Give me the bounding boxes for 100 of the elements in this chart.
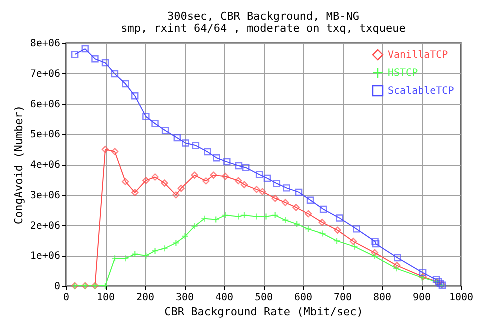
legend-label: ScalableTCP — [388, 86, 454, 97]
point — [264, 174, 272, 182]
point — [393, 265, 400, 272]
point — [371, 249, 378, 256]
point — [102, 59, 110, 67]
point — [172, 240, 180, 247]
point — [350, 238, 358, 246]
point — [235, 213, 242, 220]
point — [351, 243, 358, 250]
point — [132, 250, 139, 258]
chart-title: 300sec, CBR Background, MB-NG — [167, 10, 360, 23]
x-tick-label: 500 — [254, 292, 274, 304]
point — [292, 204, 300, 212]
point — [304, 226, 312, 233]
point — [318, 218, 326, 226]
point — [222, 212, 230, 220]
point — [132, 189, 139, 196]
point — [319, 230, 326, 238]
point — [102, 282, 110, 290]
x-tick-label: 100 — [96, 292, 116, 304]
x-tick-label: 1000 — [449, 292, 474, 304]
y-tick-label: 2e+06 — [30, 220, 60, 232]
x-tick-label: 800 — [373, 292, 392, 304]
point — [240, 212, 248, 220]
point — [142, 177, 150, 184]
point — [161, 180, 168, 187]
x-tick-label: 700 — [334, 292, 352, 304]
x-tick-label: 0 — [63, 292, 70, 304]
point — [122, 255, 130, 262]
point — [393, 262, 401, 270]
y-tick-label: 0 — [54, 282, 60, 292]
point — [178, 184, 185, 192]
x-axis-title: CBR Background Rate (Mbit/sec) — [164, 306, 364, 318]
point — [204, 148, 212, 156]
point — [293, 220, 301, 228]
point — [282, 216, 290, 224]
y-tick-label: 7e+06 — [30, 68, 60, 80]
x-tick-label: 600 — [294, 292, 313, 304]
point — [262, 213, 270, 220]
point — [161, 245, 168, 252]
point — [333, 237, 341, 245]
point — [320, 206, 328, 214]
point — [371, 252, 378, 260]
point — [235, 177, 242, 184]
point — [272, 194, 279, 202]
point — [142, 252, 150, 260]
point — [172, 192, 180, 199]
chart-subtitle: smp, rxint 64/64 , moderate on txq, txqueue — [121, 22, 406, 35]
point — [213, 154, 220, 162]
point — [235, 162, 243, 170]
point — [259, 188, 266, 196]
point — [394, 254, 402, 262]
point — [191, 222, 198, 230]
point — [283, 184, 290, 192]
point — [336, 214, 344, 222]
point — [273, 180, 281, 188]
point — [202, 178, 210, 185]
legend-label: HSTCP — [388, 68, 418, 79]
point — [122, 178, 130, 186]
y-axis-title: CongAvoid (Number) — [12, 105, 26, 225]
x-tick-label: 400 — [215, 292, 234, 304]
y-tick-label: 4e+06 — [30, 160, 60, 171]
point — [111, 255, 119, 262]
point — [142, 113, 150, 120]
point — [192, 142, 200, 150]
point — [82, 45, 89, 53]
x-tick-label: 300 — [176, 292, 194, 304]
point — [353, 226, 360, 233]
point — [242, 164, 250, 172]
x-tick-label: 900 — [412, 292, 432, 304]
point — [111, 148, 119, 156]
point — [152, 247, 159, 255]
point — [240, 181, 248, 188]
point — [182, 232, 189, 240]
legend-label: VanillaTCP — [388, 50, 448, 61]
point — [224, 158, 231, 166]
y-tick-label: 8e+06 — [30, 38, 60, 50]
point — [92, 56, 99, 63]
point — [222, 173, 230, 180]
point — [253, 213, 260, 220]
y-tick-label: 6e+06 — [30, 99, 60, 110]
y-tick-label: 1e+06 — [30, 251, 60, 262]
point — [306, 196, 314, 204]
point — [212, 216, 220, 224]
point — [256, 171, 264, 178]
point — [191, 172, 198, 180]
point — [272, 212, 279, 220]
point — [372, 238, 379, 246]
point — [132, 92, 139, 100]
point — [152, 120, 159, 128]
point — [152, 174, 159, 181]
point — [122, 80, 130, 88]
y-tick-label: 5e+06 — [30, 130, 60, 141]
point — [71, 50, 79, 58]
point — [295, 188, 303, 196]
point — [201, 215, 208, 222]
x-tick-label: 200 — [136, 292, 155, 304]
point — [102, 146, 110, 154]
point — [282, 199, 290, 206]
point — [162, 127, 170, 134]
